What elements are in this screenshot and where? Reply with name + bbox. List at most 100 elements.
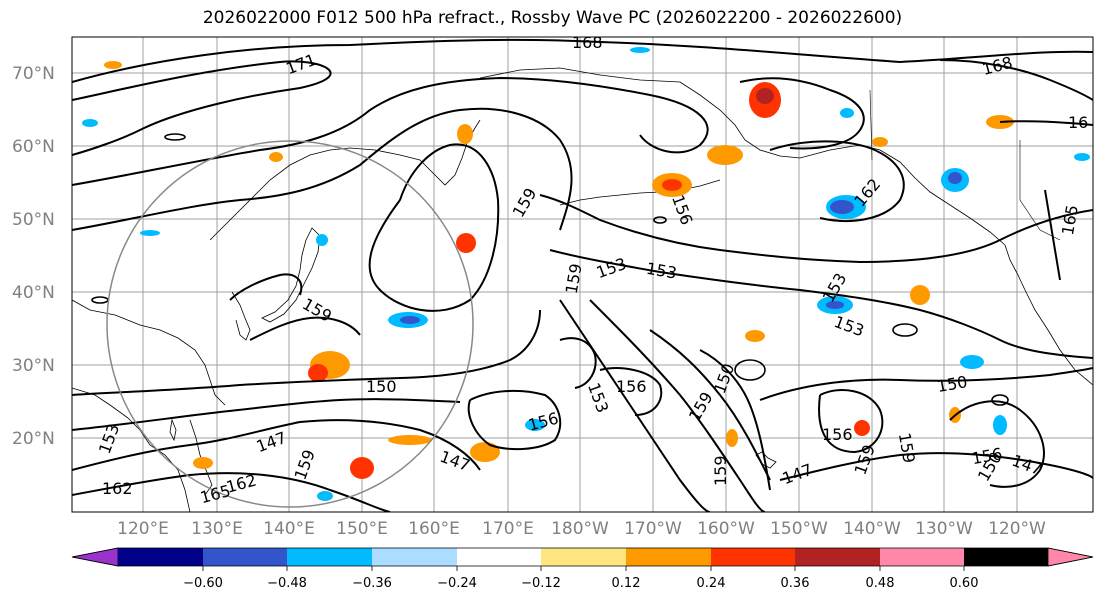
contour-line xyxy=(539,194,1093,264)
positive-anomaly xyxy=(269,152,283,162)
contour-line xyxy=(739,77,865,150)
positive-anomaly xyxy=(726,429,738,447)
contour-loop xyxy=(991,394,1009,406)
contour-line xyxy=(368,143,500,312)
lon-label: 120°E xyxy=(117,519,169,539)
coastline-aleutians xyxy=(559,179,721,206)
positive-anomaly xyxy=(308,364,328,382)
negative-anomaly xyxy=(400,316,420,324)
contour-line xyxy=(467,389,562,451)
positive-anomaly xyxy=(350,457,374,479)
colorbar-tick-label: 0.60 xyxy=(950,576,979,591)
coastline-siberia-north xyxy=(479,67,681,83)
map-frame xyxy=(71,36,1094,513)
negative-anomaly xyxy=(316,234,328,246)
colorbar-segment xyxy=(287,548,372,566)
lat-label: 30°N xyxy=(12,356,55,376)
colorbar-tick-label: −0.36 xyxy=(352,576,392,591)
contour-line xyxy=(949,400,1045,488)
contour-label: 16 xyxy=(1068,113,1088,132)
coastline-russia-far-east xyxy=(209,147,421,241)
contour-line xyxy=(999,120,1093,126)
contour-line xyxy=(72,472,391,512)
lon-label: 120°W xyxy=(988,519,1046,539)
lon-label: 130°E xyxy=(191,519,243,539)
contour-line xyxy=(649,329,771,481)
coastline-taiwan xyxy=(169,418,177,442)
negative-anomaly xyxy=(82,119,98,127)
lon-label: 170°W xyxy=(624,519,682,539)
negative-anomaly xyxy=(840,108,854,118)
lat-label: 40°N xyxy=(12,283,55,303)
lat-label: 50°N xyxy=(12,210,55,230)
lon-label: 140°E xyxy=(263,519,315,539)
map-title: 2026022000 F012 500 hPa refract., Rossby… xyxy=(202,8,903,28)
colorbar-tick-marks xyxy=(202,566,965,571)
contour-line xyxy=(589,299,766,512)
contour-line xyxy=(759,367,1093,401)
colorbar-segment xyxy=(118,548,203,566)
contour-line xyxy=(818,389,884,454)
contour-label: 156 xyxy=(822,425,853,444)
contour-line xyxy=(1044,189,1061,281)
positive-anomaly xyxy=(457,124,473,144)
lat-label: 70°N xyxy=(12,64,55,84)
colorbar-tick-label: 0.24 xyxy=(697,576,726,591)
coastline-alaska xyxy=(679,81,1006,246)
colorbar-tick-label: −0.24 xyxy=(437,576,477,591)
lon-label: 160°E xyxy=(408,519,460,539)
contour-line xyxy=(779,452,1093,481)
positive-anomaly xyxy=(388,435,432,445)
negative-anomaly xyxy=(830,200,854,214)
anomaly-fills xyxy=(82,47,1090,501)
contour-line xyxy=(559,299,711,512)
coastline-japan xyxy=(261,227,321,323)
contour-line xyxy=(699,349,771,491)
contour-line xyxy=(769,140,905,222)
positive-anomaly xyxy=(662,179,682,191)
colorbar-segment xyxy=(880,548,964,566)
colorbar-tick-label: −0.48 xyxy=(267,576,307,591)
lon-label: 150°E xyxy=(336,519,388,539)
contour-label: 168 xyxy=(572,33,603,52)
contour-label: 162 xyxy=(102,479,133,498)
negative-anomaly xyxy=(960,355,984,369)
colorbar-tick-label: 0.48 xyxy=(866,576,895,591)
colorbar: −0.60 −0.48 −0.36 −0.24 −0.12 0.12 0.24 … xyxy=(71,547,1094,591)
contour-line xyxy=(599,367,663,416)
colorbar-extend-right xyxy=(1047,547,1094,567)
positive-anomaly xyxy=(872,137,888,147)
colorbar-segment xyxy=(457,548,541,566)
lon-label: 130°W xyxy=(915,519,973,539)
positive-anomaly xyxy=(854,420,870,436)
contour-line xyxy=(939,59,1093,101)
negative-anomaly xyxy=(140,230,160,236)
lon-label: 170°E xyxy=(482,519,534,539)
negative-anomaly xyxy=(948,172,962,184)
negative-anomaly xyxy=(525,419,545,431)
contour-line xyxy=(72,60,332,156)
positive-anomaly xyxy=(756,88,774,104)
contour-loop xyxy=(653,216,667,224)
coastline-canada-border xyxy=(1019,140,1061,241)
lon-label: 160°W xyxy=(697,519,755,539)
coastline-korea xyxy=(231,291,251,341)
positive-anomaly xyxy=(456,233,476,253)
negative-anomaly xyxy=(630,47,650,53)
contour-line xyxy=(549,249,1093,359)
lon-label: 140°W xyxy=(843,519,901,539)
contour-line xyxy=(559,337,597,389)
positive-anomaly xyxy=(707,145,743,165)
contour-label: 159 xyxy=(711,455,730,486)
contour-loop xyxy=(734,359,766,381)
colorbar-segment xyxy=(711,548,795,566)
coastline-north-america xyxy=(1004,244,1093,386)
positive-anomaly xyxy=(104,61,122,69)
contour-label: 150 xyxy=(366,377,397,396)
contour-line xyxy=(229,273,303,301)
latitude-labels: 70°N 60°N 50°N 40°N 30°N 20°N xyxy=(12,64,55,449)
colorbar-segment xyxy=(964,548,1048,566)
lon-label: 180°W xyxy=(551,519,609,539)
colorbar-tick-label: −0.12 xyxy=(521,576,561,591)
colorbar-tick-label: 0.12 xyxy=(612,576,641,591)
